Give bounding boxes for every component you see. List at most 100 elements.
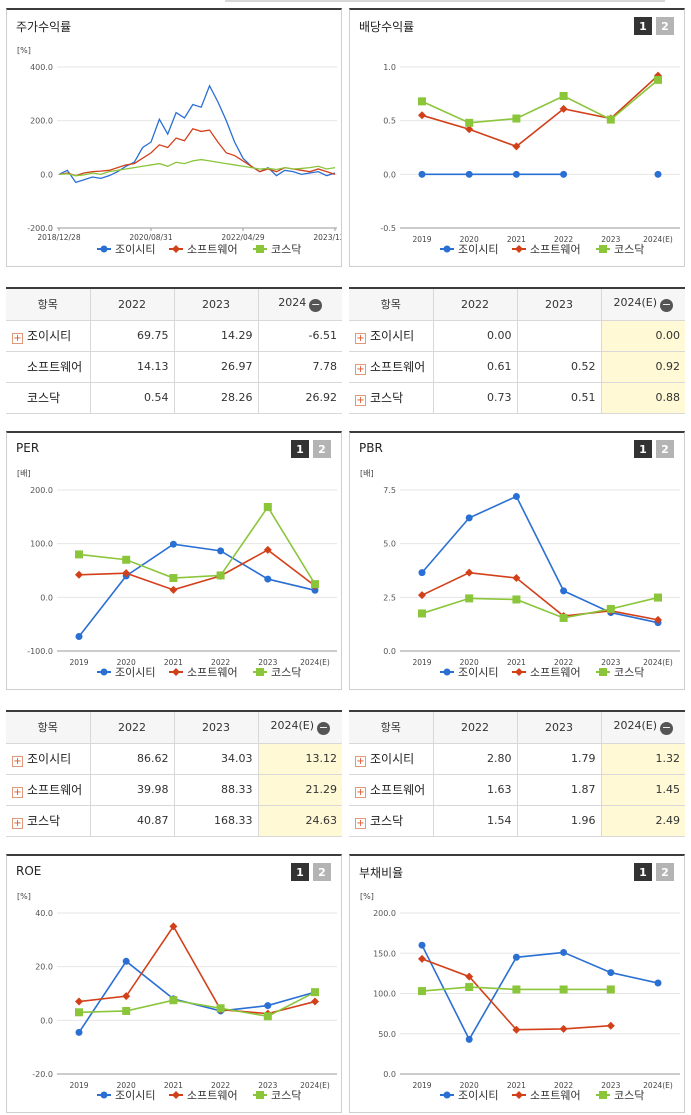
data-point xyxy=(418,569,426,577)
cell: 1.87 xyxy=(517,774,602,806)
data-point xyxy=(512,170,520,178)
series-line-kosdaq xyxy=(58,158,336,177)
expand-icon[interactable]: + xyxy=(355,364,366,375)
data-point xyxy=(169,996,178,1005)
x-tick-label: 2020/08/31 xyxy=(129,233,172,242)
header-2022: 2022 xyxy=(433,289,518,321)
per-panel: PER 1 2 [배] 200.0 100.0 0.0 -100.0 2019 2020 20… xyxy=(6,431,342,690)
cell: 24.63 xyxy=(258,805,342,837)
y-tick-label: 100.0 xyxy=(373,990,396,999)
expand-icon[interactable]: + xyxy=(12,756,23,767)
expand-icon[interactable]: + xyxy=(355,756,366,767)
chart-toggle-2-button[interactable]: 2 xyxy=(656,17,674,35)
legend-marker xyxy=(443,668,451,676)
dividend-table: 항목 2022 2023 2024(E) − + 조이시티 0.00 0.00 + 소… xyxy=(349,287,685,414)
stock-return-table: 항목 2022 2023 2024− + 조이시티 69.75 14.29 -6.… xyxy=(6,287,342,414)
table-row: + 소프트웨어 0.61 0.52 0.92 xyxy=(349,351,685,383)
y-tick-label: 1.0 xyxy=(383,63,396,72)
panel-title: PER xyxy=(16,441,40,455)
series-line-kosdaq xyxy=(421,596,659,619)
expand-icon[interactable]: + xyxy=(355,787,366,798)
chart-toggle-2-button[interactable]: 2 xyxy=(313,440,331,458)
chart-toggle-1-button[interactable]: 1 xyxy=(634,440,652,458)
chart-toggle-1-button[interactable]: 1 xyxy=(291,863,309,881)
y-tick-label: 40.0 xyxy=(35,909,53,918)
data-point xyxy=(418,609,426,618)
chart-toggle-1-button[interactable]: 1 xyxy=(634,863,652,881)
legend-label: 소프트웨어 xyxy=(530,243,581,256)
legend-label: 코스닥 xyxy=(271,666,301,679)
data-point xyxy=(311,586,319,594)
x-tick-label: 2023/12/28 xyxy=(313,233,341,242)
chart-toggle-2-button[interactable]: 2 xyxy=(313,863,331,881)
expand-icon[interactable]: + xyxy=(12,787,23,798)
x-tick-label: 2021 xyxy=(507,235,526,244)
table-row: + 코스닥 1.54 1.96 2.49 xyxy=(349,805,685,837)
legend-label: 코스닥 xyxy=(614,243,644,256)
row-label: 조이시티 xyxy=(370,752,415,766)
collapse-icon[interactable]: − xyxy=(660,298,674,313)
cell: 40.87 xyxy=(90,805,175,837)
expand-icon[interactable]: + xyxy=(12,818,23,829)
collapse-icon[interactable]: − xyxy=(317,721,331,736)
cell: 39.98 xyxy=(90,774,175,806)
chart-toggle-2-button[interactable]: 2 xyxy=(656,863,674,881)
y-tick-label: 200.0 xyxy=(30,486,53,495)
data-point xyxy=(465,514,473,522)
header-2023: 2023 xyxy=(517,289,602,321)
data-point xyxy=(418,591,426,600)
legend-marker xyxy=(443,1091,451,1099)
header-item: 항목 xyxy=(349,712,434,744)
debt-panel: 부채비율 1 2 [%] 200.0 150.0 100.0 50.0 0.0 2019 20… xyxy=(349,854,685,1113)
data-point xyxy=(75,997,83,1006)
collapse-icon[interactable]: − xyxy=(660,721,674,736)
y-tick-label: 5.0 xyxy=(383,540,396,549)
legend-marker xyxy=(256,1091,264,1099)
header-2022: 2022 xyxy=(433,712,518,744)
y-unit-label: [%] xyxy=(17,892,31,901)
y-tick-label: -100.0 xyxy=(27,647,53,656)
header-2024e: 2024(E) − xyxy=(601,289,685,321)
data-point xyxy=(654,593,662,602)
data-point xyxy=(512,114,521,123)
legend-label: 소프트웨어 xyxy=(187,1089,238,1102)
y-tick-label: 200.0 xyxy=(30,117,53,126)
chart-toggle-1-button[interactable]: 1 xyxy=(291,440,309,458)
data-point xyxy=(465,170,473,178)
data-point xyxy=(559,104,568,113)
per-chart: [배] 200.0 100.0 0.0 -100.0 2019 2020 2021 2022 20… xyxy=(17,469,337,679)
panel-title: PBR xyxy=(359,441,383,455)
pbr-panel: PBR 1 2 [배] 7.5 5.0 2.5 0.0 2019 2020 2021 2022 2… xyxy=(349,431,685,690)
expand-icon[interactable]: + xyxy=(355,818,366,829)
x-tick-label: 2021 xyxy=(507,658,526,667)
data-point xyxy=(169,585,178,594)
legend-marker xyxy=(172,1091,180,1099)
expand-icon[interactable]: + xyxy=(355,333,366,344)
row-label: 코스닥 xyxy=(370,814,404,828)
roe-chart: [%] 40.0 20.0 0.0 -20.0 2019 2020 2021 2022 2023 2… xyxy=(17,892,337,1102)
row-label: 코스닥 xyxy=(27,814,61,828)
chart-toggle-1-button[interactable]: 1 xyxy=(634,17,652,35)
x-tick-label: 2022 xyxy=(211,658,230,667)
cell: 13.12 xyxy=(258,743,342,775)
series-line-software xyxy=(78,548,316,591)
chart-toggle-2-button[interactable]: 2 xyxy=(656,440,674,458)
header-2024e-label: 2024(E) xyxy=(613,719,658,733)
data-point xyxy=(607,969,615,977)
expand-icon[interactable]: + xyxy=(12,333,23,344)
table-row: + 소프트웨어 1.63 1.87 1.45 xyxy=(349,774,685,806)
table-row: 소프트웨어 14.13 26.97 7.78 xyxy=(6,351,342,383)
legend-marker xyxy=(515,668,523,676)
series-line-software xyxy=(78,924,316,1015)
x-tick-label: 2019 xyxy=(412,658,431,667)
data-point xyxy=(75,570,83,579)
expand-icon[interactable]: + xyxy=(355,395,366,406)
x-tick-label: 2024(E) xyxy=(643,658,673,667)
legend-label: 조이시티 xyxy=(115,666,155,679)
y-tick-label: 0.0 xyxy=(40,593,53,602)
row-label: 소프트웨어 xyxy=(27,783,83,797)
cell: 0.88 xyxy=(601,382,685,414)
dividend-panel: 배당수익률 1 2 1.0 0.5 0.0 -0.5 2019 2020 2021 2022 2… xyxy=(349,8,685,267)
collapse-icon[interactable]: − xyxy=(309,298,323,313)
